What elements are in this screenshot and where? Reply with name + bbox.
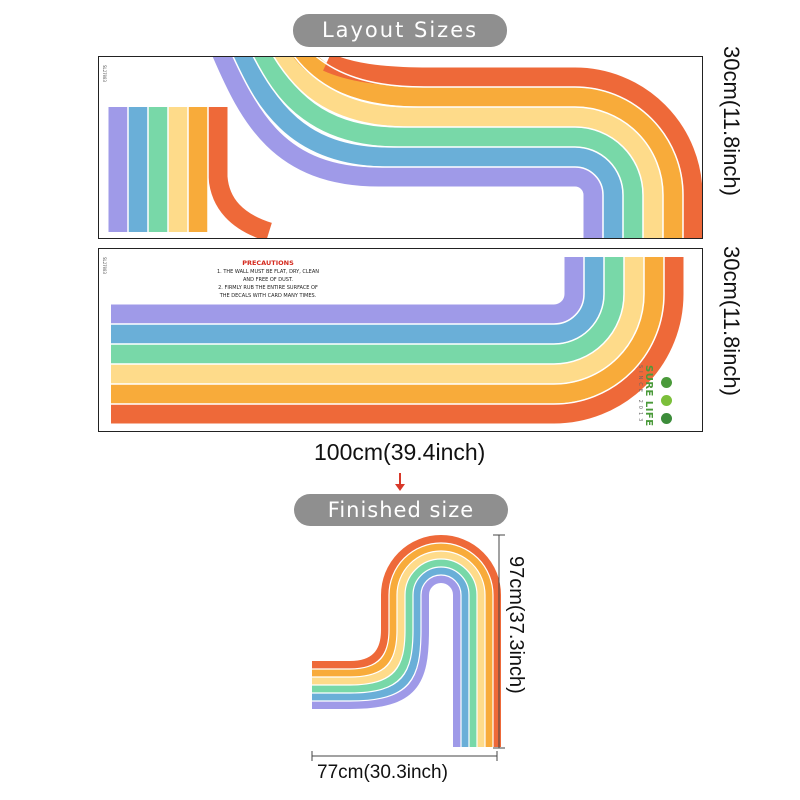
band-blue	[111, 257, 604, 344]
finished-size-title: Finished size	[294, 494, 508, 526]
panel-height-top-label: 30cm(11.8inch)	[719, 46, 744, 196]
precautions-title: PRECAUTIONS	[242, 259, 294, 267]
band-orange	[111, 257, 664, 404]
band-green	[111, 257, 624, 364]
precautions-line: 1. THE WALL MUST BE FLAT, DRY, CLEAN	[216, 269, 320, 275]
precautions-text: PRECAUTIONS 1. THE WALL MUST BE FLAT, DR…	[203, 259, 333, 300]
precautions-line: AND FREE OF DUST.	[243, 277, 293, 283]
rainbow-decal-bottom	[111, 257, 684, 424]
layout-panel-bottom: SL27083 PRECAUTIONS 1. THE WALL MUST BE …	[98, 248, 703, 432]
strip-red	[208, 107, 273, 238]
finished-width-label: 77cm(30.3inch)	[317, 762, 448, 783]
product-code: SL27083	[102, 257, 107, 274]
brand-name: SURE LIFE	[643, 365, 654, 427]
layout-width-label: 100cm(39.4inch)	[314, 439, 486, 465]
band-red	[111, 257, 684, 424]
eco-badge-icon	[661, 413, 672, 424]
product-code: SL27083	[102, 65, 107, 82]
panel-height-bottom-label: 30cm(11.8inch)	[719, 246, 744, 396]
band-purple	[111, 257, 584, 324]
arrow-down-icon	[395, 473, 405, 491]
layout-sizes-title: Layout Sizes	[293, 14, 507, 47]
finished-height-label: 97cm(37.3inch)	[505, 556, 527, 694]
precautions-line: 2. FIRMLY RUB THE ENTIRE SURFACE OF	[218, 285, 318, 291]
rainbow-decal-top	[108, 57, 702, 238]
brand-since: SINCE 2013	[637, 365, 643, 425]
precautions-line: THE DECALS WITH CARD MANY TIMES.	[219, 293, 317, 299]
eco-leaf-icon	[661, 377, 672, 388]
layout-panel-top: SL27083	[98, 56, 703, 239]
finished-rainbow	[311, 534, 505, 761]
brand-logo: SURE LIFE SINCE 2013	[637, 365, 654, 427]
eco-recycle-icon	[661, 395, 672, 406]
band-yellow	[111, 257, 644, 384]
